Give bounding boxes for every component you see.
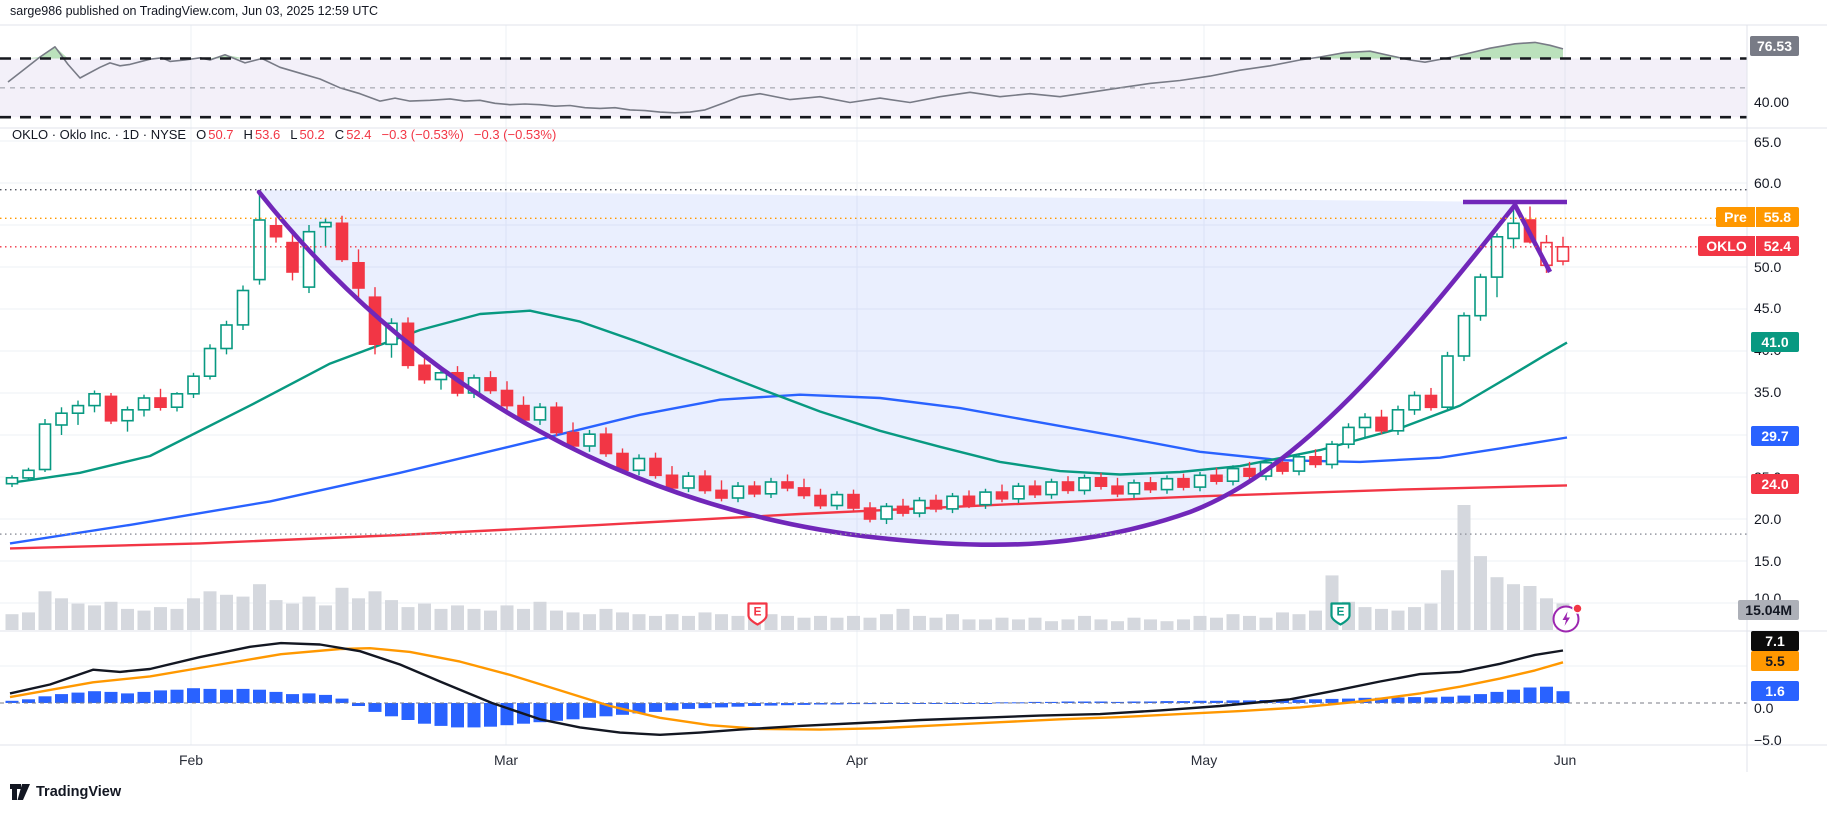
low-value: 50.2 — [299, 127, 325, 142]
signal-value-badge: 5.5 — [1751, 651, 1799, 671]
open-value: 50.7 — [208, 127, 234, 142]
time-label: Apr — [846, 752, 868, 768]
axis-label: 65.0 — [1754, 134, 1782, 150]
axis-label: 20.0 — [1754, 511, 1782, 527]
earnings-icon-green[interactable]: E — [1329, 601, 1352, 632]
volume-badge: 15.04M — [1738, 600, 1799, 620]
notification-dot — [1572, 603, 1583, 614]
axis-label: 35.0 — [1754, 384, 1782, 400]
time-label: Jun — [1553, 752, 1577, 768]
close-value: 52.4 — [346, 127, 372, 142]
time-label: May — [1190, 752, 1218, 768]
ma-fast-badge: 41.0 — [1751, 332, 1799, 352]
last-price: 52.4 — [1763, 238, 1791, 254]
rsi-value-badge: 76.53 — [1749, 36, 1799, 56]
low-label: L — [290, 127, 298, 142]
attribution-text: sarge986 published on TradingView.com, J… — [10, 4, 379, 18]
axis-label: 40.00 — [1754, 94, 1790, 110]
premarket-badge: Pre 55.8 — [1716, 207, 1799, 227]
time-label: Feb — [178, 752, 204, 768]
macd-value-badge: 7.1 — [1751, 631, 1799, 651]
symbol-legend[interactable]: OKLO · Oklo Inc. · 1D · NYSE O 50.7 H 53.6… — [12, 127, 556, 142]
symbol-title: OKLO · Oklo Inc. · 1D · NYSE — [12, 127, 187, 142]
earnings-icon-red[interactable]: E — [746, 601, 769, 632]
high-label: H — [243, 127, 253, 142]
change-value: −0.3 (−0.53%) — [381, 127, 464, 142]
axis-label: 50.0 — [1754, 259, 1782, 275]
premarket-label: Pre — [1716, 207, 1756, 227]
svg-text:E: E — [753, 605, 761, 619]
svg-text:E: E — [1336, 605, 1344, 619]
premarket-price: 55.8 — [1763, 209, 1791, 225]
flash-icon[interactable] — [1550, 601, 1586, 640]
axis-label: 60.0 — [1754, 175, 1782, 191]
change-percent: −0.3 (−0.53%) — [473, 127, 557, 142]
time-label: Mar — [493, 752, 519, 768]
axis-label: 45.0 — [1754, 300, 1782, 316]
close-label: C — [334, 127, 345, 142]
ma-slow-badge: 24.0 — [1751, 474, 1799, 494]
ticker-label: OKLO — [1698, 236, 1756, 256]
axis-label: 0.0 — [1754, 700, 1774, 716]
high-value: 53.6 — [254, 127, 281, 142]
ma-mid-badge: 29.7 — [1751, 426, 1799, 446]
last-price-badge: OKLO 52.4 — [1698, 236, 1799, 256]
open-label: O — [196, 127, 207, 142]
logo-text: TradingView — [36, 784, 122, 800]
histogram-value-badge: 1.6 — [1751, 681, 1799, 701]
tradingview-logo[interactable]: TradingView — [10, 783, 121, 801]
axis-label: 15.0 — [1754, 553, 1782, 569]
lightning-glyph — [1562, 611, 1570, 626]
tradingview-mark — [10, 784, 30, 800]
axis-label: −5.0 — [1754, 732, 1782, 748]
